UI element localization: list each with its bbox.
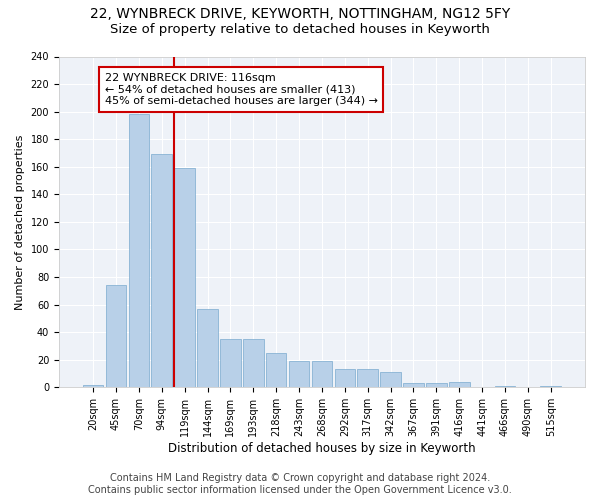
Bar bbox=[128, 114, 149, 388]
Text: Size of property relative to detached houses in Keyworth: Size of property relative to detached ho… bbox=[110, 22, 490, 36]
Bar bbox=[426, 383, 446, 388]
Bar bbox=[289, 361, 310, 388]
Bar bbox=[449, 382, 470, 388]
Text: 22, WYNBRECK DRIVE, KEYWORTH, NOTTINGHAM, NG12 5FY: 22, WYNBRECK DRIVE, KEYWORTH, NOTTINGHAM… bbox=[90, 8, 510, 22]
Bar bbox=[197, 309, 218, 388]
Bar bbox=[83, 384, 103, 388]
Bar bbox=[358, 370, 378, 388]
Bar bbox=[541, 386, 561, 388]
Bar bbox=[495, 386, 515, 388]
Bar bbox=[311, 361, 332, 388]
Bar bbox=[220, 339, 241, 388]
Text: Contains HM Land Registry data © Crown copyright and database right 2024.
Contai: Contains HM Land Registry data © Crown c… bbox=[88, 474, 512, 495]
X-axis label: Distribution of detached houses by size in Keyworth: Distribution of detached houses by size … bbox=[168, 442, 476, 455]
Bar bbox=[380, 372, 401, 388]
Bar bbox=[243, 339, 263, 388]
Bar bbox=[151, 154, 172, 388]
Text: 22 WYNBRECK DRIVE: 116sqm
← 54% of detached houses are smaller (413)
45% of semi: 22 WYNBRECK DRIVE: 116sqm ← 54% of detac… bbox=[104, 73, 377, 106]
Bar bbox=[335, 370, 355, 388]
Bar bbox=[106, 286, 126, 388]
Bar bbox=[266, 353, 286, 388]
Y-axis label: Number of detached properties: Number of detached properties bbox=[15, 134, 25, 310]
Bar bbox=[175, 168, 195, 388]
Bar bbox=[403, 383, 424, 388]
